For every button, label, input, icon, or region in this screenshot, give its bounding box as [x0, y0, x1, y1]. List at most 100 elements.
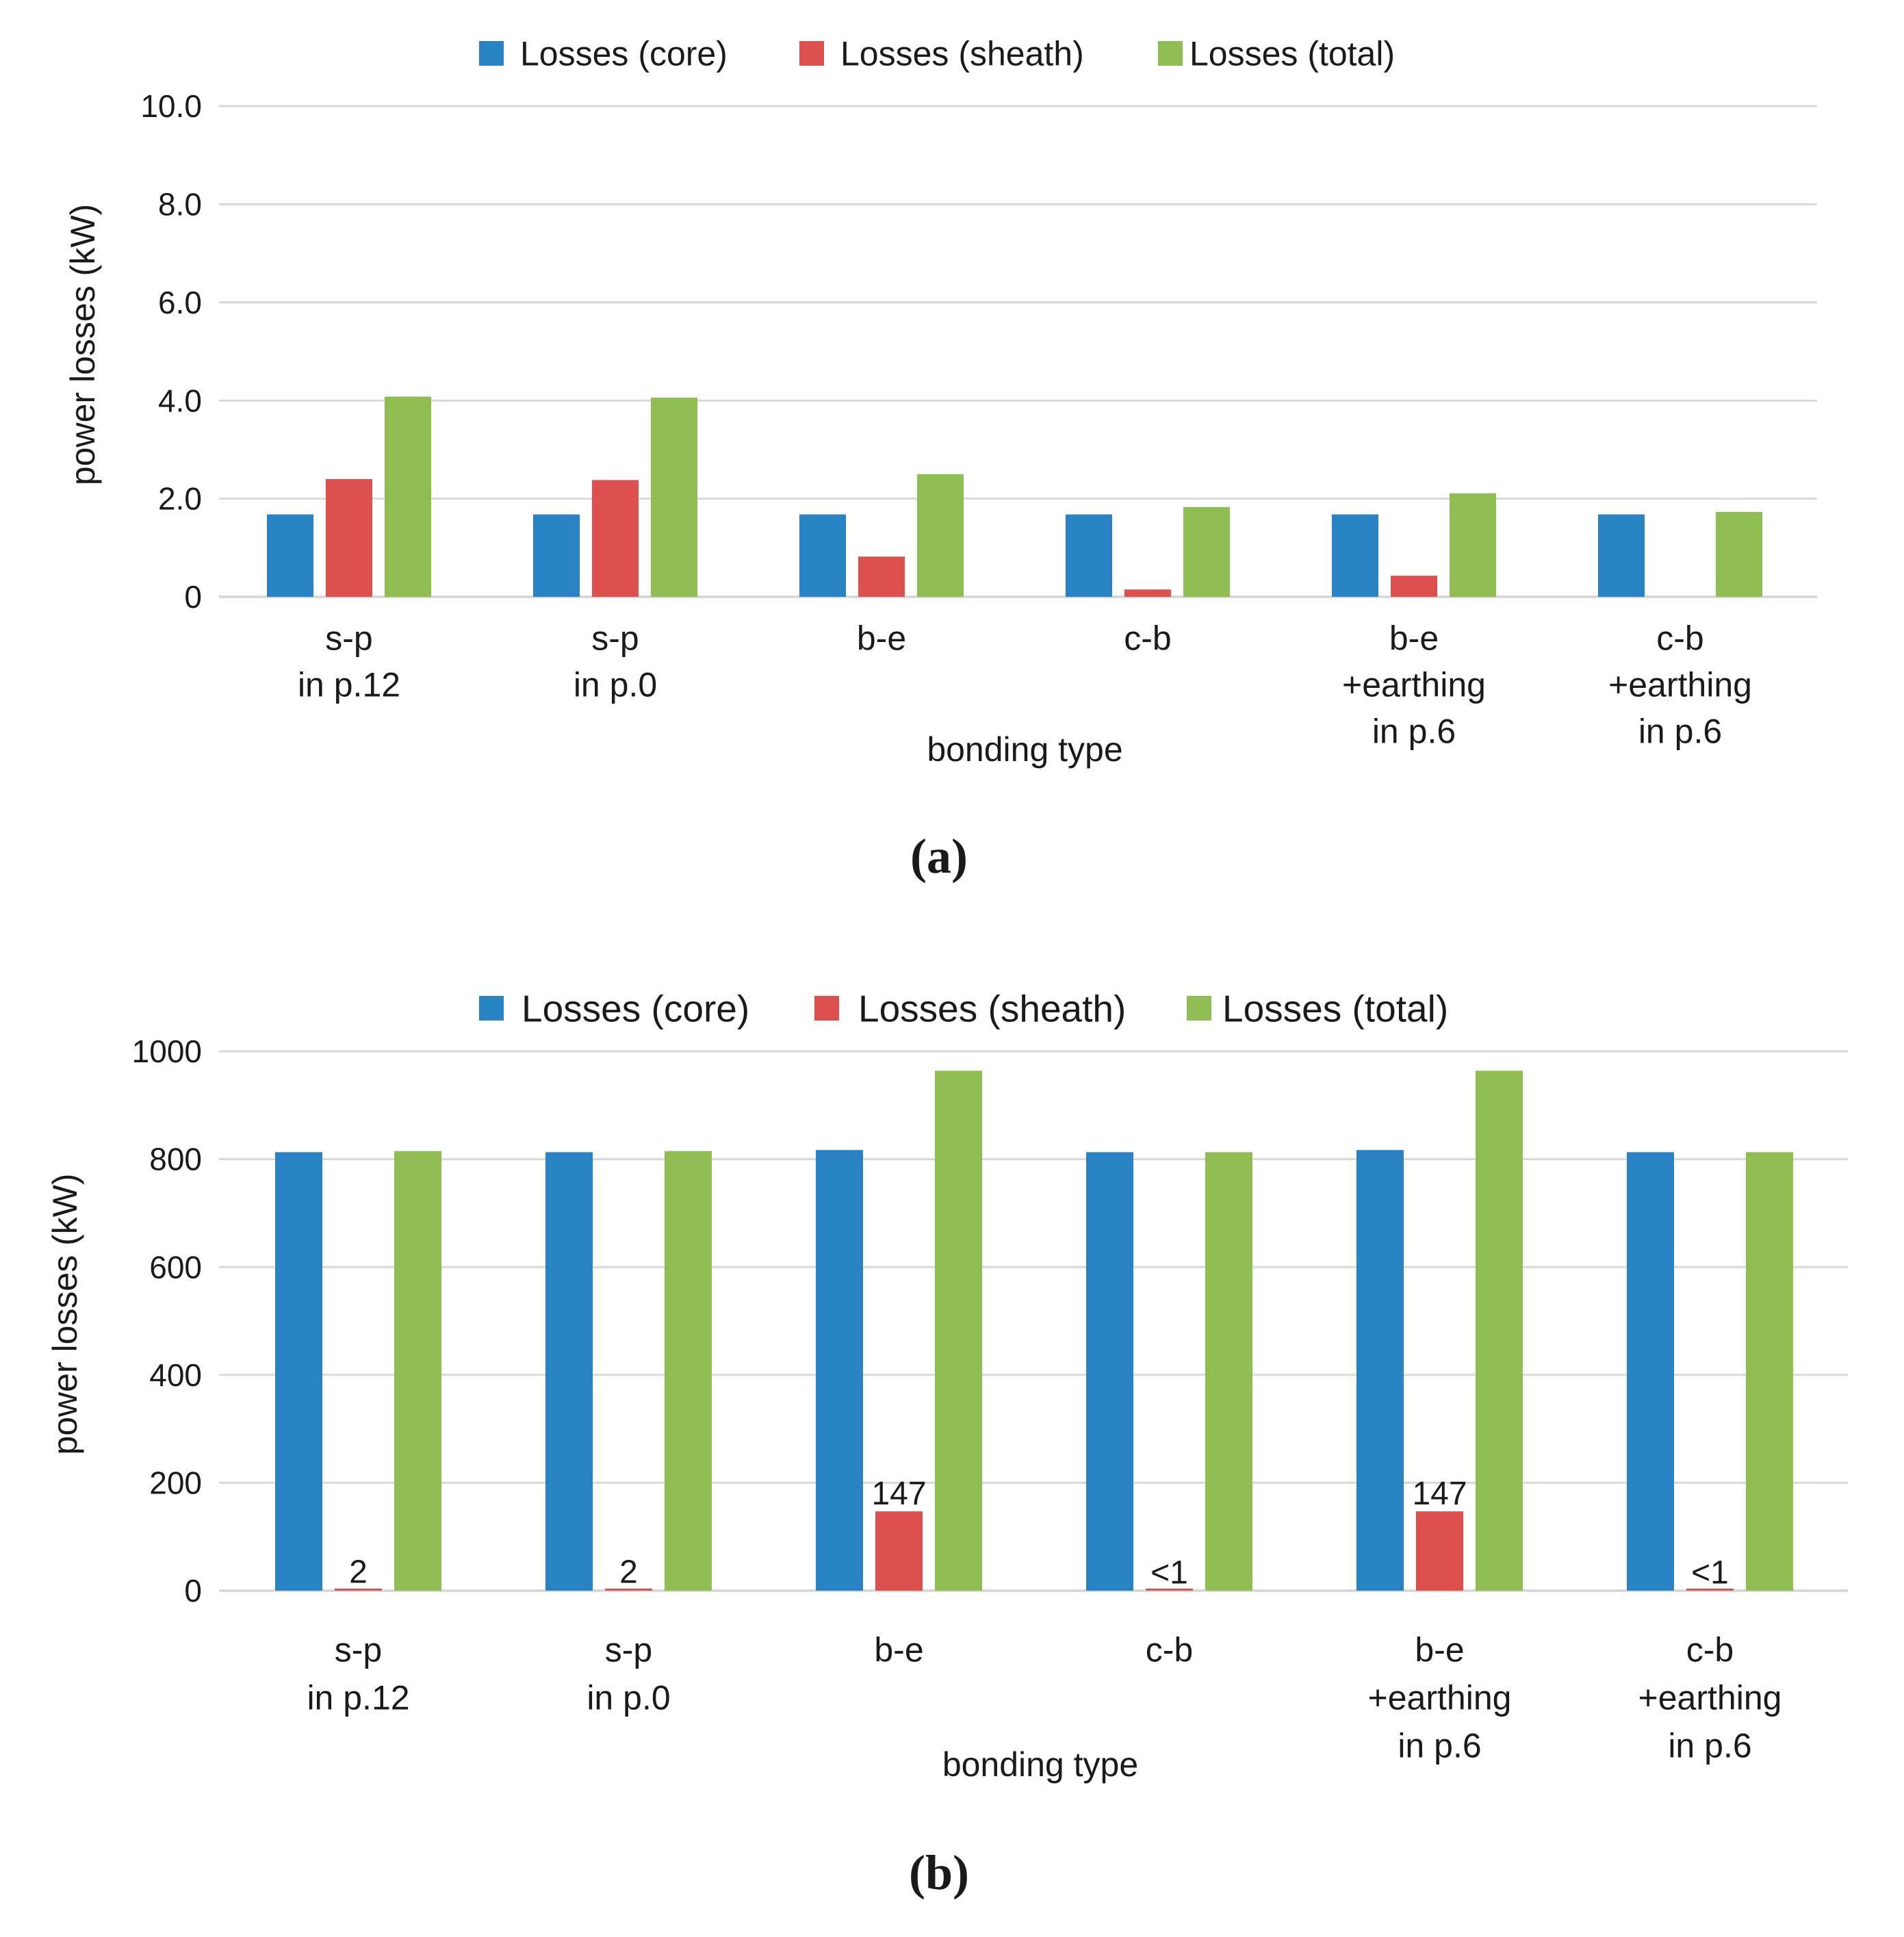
legend-label: Losses (total) [1189, 35, 1395, 73]
bar-total [1183, 506, 1230, 597]
category-label-line: b-e [1415, 1631, 1464, 1669]
bar-sheath [858, 556, 905, 597]
bar-total [917, 474, 964, 597]
x-axis-title: bonding type [942, 1745, 1138, 1784]
category-label-line: c-b [1146, 1631, 1193, 1669]
legend-swatch-sheath [814, 996, 839, 1021]
bar-total [665, 1151, 712, 1591]
bar-sheath [592, 480, 639, 597]
bar-core [799, 514, 846, 597]
category-label: s-p in p.0 [587, 1631, 670, 1717]
legend-label: Losses (total) [1222, 987, 1448, 1029]
data-label: <1 [1150, 1555, 1188, 1591]
bar-core [1356, 1150, 1404, 1591]
category-label: b-e +earthing in p.6 [1342, 619, 1486, 751]
bar-core [1332, 514, 1378, 597]
legend-swatch-core [479, 996, 504, 1021]
category-label-line: +earthing [1342, 666, 1486, 704]
category-label-line: in p.6 [1398, 1727, 1481, 1765]
category-label-line: in p.0 [587, 1679, 670, 1717]
legend: Losses (core) Losses (sheath) Losses (tota… [479, 35, 1395, 73]
legend-swatch-sheath [799, 41, 824, 66]
category-label: c-b [1124, 619, 1171, 658]
y-tick-label: 0 [184, 1573, 202, 1608]
legend-label: Losses (sheath) [858, 987, 1126, 1029]
category-label-line: s-p [605, 1631, 652, 1669]
y-tick-label: 200 [149, 1465, 202, 1501]
category-label: s-p in p.12 [298, 619, 400, 704]
data-label: 147 [871, 1476, 926, 1512]
category-label-line: c-b [1686, 1631, 1734, 1669]
y-tick-label: 1000 [132, 1034, 202, 1069]
category-label-line: s-p [325, 619, 372, 658]
y-axis-title: power losses (kW) [64, 204, 102, 485]
category-label-line: in p.12 [307, 1679, 409, 1717]
category-label-line: b-e [1389, 619, 1439, 658]
data-label: 147 [1412, 1476, 1467, 1512]
bar-sheath [326, 478, 372, 597]
legend: Losses (core) Losses (sheath) Losses (tota… [479, 987, 1448, 1029]
category-label-line: c-b [1124, 619, 1171, 658]
y-axis-title: power losses (kW) [46, 1173, 84, 1454]
panel-label: (b) [909, 1845, 969, 1900]
bar-total [1716, 511, 1762, 597]
bar-total [1476, 1070, 1523, 1591]
category-label: c-b [1146, 1631, 1193, 1669]
bar-total [1746, 1152, 1793, 1591]
y-tick-label: 4.0 [158, 383, 202, 418]
bar-core [533, 514, 580, 597]
legend-label: Losses (core) [520, 35, 728, 73]
category-label-line: in p.0 [574, 666, 657, 704]
category-label-line: in p.6 [1668, 1727, 1751, 1765]
category-label-line: s-p [591, 619, 639, 658]
data-label: <1 [1691, 1555, 1729, 1591]
bar-sheath [1124, 589, 1171, 597]
bar-sheath [605, 1589, 652, 1591]
bar-total [385, 396, 431, 597]
legend-swatch-core [479, 41, 504, 66]
legend-label: Losses (sheath) [840, 35, 1084, 73]
y-tick-label: 6.0 [158, 285, 202, 320]
y-tick-label: 2.0 [158, 481, 202, 517]
y-tick-label: 0 [184, 579, 202, 615]
category-label-line: b-e [874, 1631, 923, 1669]
category-label: b-e +earthing in p.6 [1368, 1631, 1512, 1765]
bar-sheath [875, 1511, 923, 1591]
category-label-line: +earthing [1638, 1679, 1782, 1717]
category-label: s-p in p.0 [574, 619, 657, 704]
category-label-line: in p.12 [298, 666, 400, 704]
bar-total [1205, 1152, 1252, 1591]
category-label-line: +earthing [1368, 1679, 1512, 1717]
category-label-line: c-b [1656, 619, 1703, 658]
category-label-line: in p.6 [1372, 713, 1456, 751]
bar-total [935, 1070, 982, 1591]
data-label: 2 [349, 1554, 368, 1590]
bar-sheath [1146, 1589, 1193, 1591]
bar-core [267, 514, 313, 597]
bar-core [816, 1150, 863, 1591]
bar-total [651, 397, 697, 597]
legend-swatch-total [1158, 41, 1183, 66]
bar-core [1598, 514, 1645, 597]
bar-core [275, 1152, 322, 1591]
y-tick-label: 400 [149, 1357, 202, 1393]
x-axis-title: bonding type [927, 730, 1122, 769]
bar-sheath [1391, 576, 1437, 597]
bar-sheath [335, 1589, 382, 1591]
chart-panel-a: 0 2.0 4.0 6.0 8.0 10.0 s-p in p.12 s-p in p.0 b-e c… [64, 35, 1817, 884]
bar-core [1627, 1152, 1674, 1591]
bar-core [1086, 1152, 1133, 1591]
category-label: c-b +earthing in p.6 [1608, 619, 1752, 751]
bar-core [545, 1152, 593, 1591]
legend-swatch-total [1187, 996, 1211, 1021]
category-label-line: in p.6 [1638, 713, 1722, 751]
bar-core [1066, 514, 1112, 597]
category-label: b-e [874, 1631, 923, 1669]
data-label: 2 [619, 1554, 638, 1590]
category-label-line: b-e [857, 619, 906, 658]
category-label-line: s-p [335, 1631, 382, 1669]
y-tick-label: 8.0 [158, 187, 202, 222]
category-label: b-e [857, 619, 906, 658]
